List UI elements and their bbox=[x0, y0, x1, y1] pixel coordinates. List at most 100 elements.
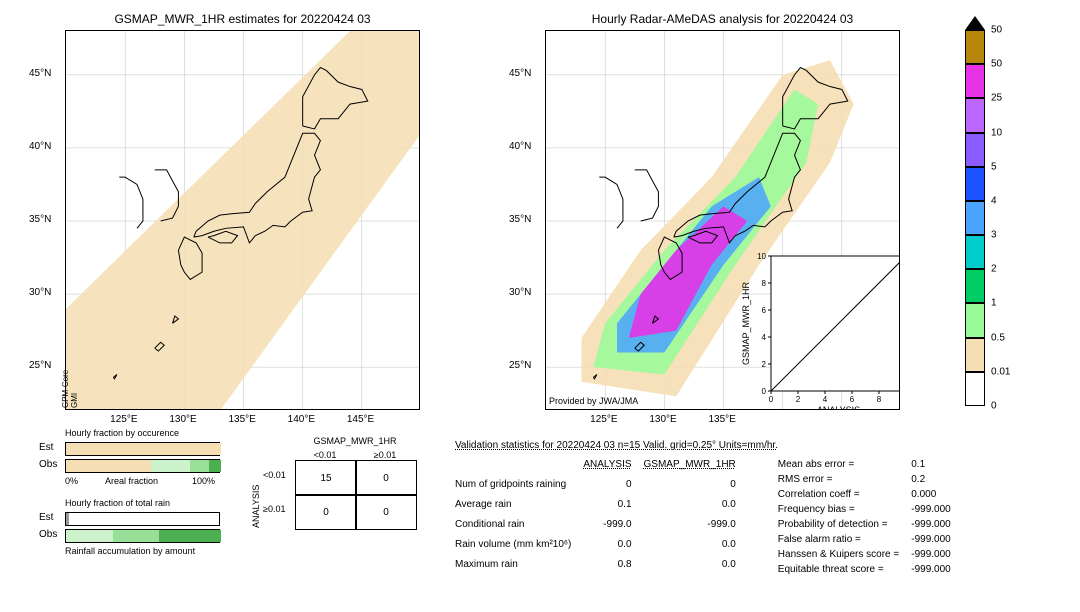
table-row: Num of gridpoints raining00 bbox=[455, 477, 748, 497]
metric-value: -999.000 bbox=[911, 547, 962, 562]
matrix-cell: 0 bbox=[355, 460, 417, 496]
svg-text:4: 4 bbox=[823, 395, 828, 404]
colorbar-label: 25 bbox=[991, 93, 1002, 104]
svg-text:2: 2 bbox=[796, 395, 801, 404]
lon-tick: 130°E bbox=[169, 414, 196, 425]
matrix-row-label: <0.01 bbox=[263, 470, 286, 480]
axis-left: 0% bbox=[65, 476, 78, 486]
metric-value: 0.2 bbox=[911, 472, 962, 487]
bar-row bbox=[65, 442, 220, 456]
lat-tick: 25°N bbox=[29, 360, 51, 371]
stat-value: -999.0 bbox=[583, 517, 643, 537]
table-row: Average rain0.10.0 bbox=[455, 497, 748, 517]
matrix-cell: 0 bbox=[355, 494, 417, 530]
colorbar-label: 50 bbox=[991, 59, 1002, 70]
colorbar-segment bbox=[965, 98, 985, 132]
colorbar-label: 1 bbox=[991, 298, 997, 309]
metric-label: False alarm ratio = bbox=[778, 532, 911, 547]
stat-value: 0 bbox=[583, 477, 643, 497]
metric-label: RMS error = bbox=[778, 472, 911, 487]
bar-label: Obs bbox=[39, 459, 57, 470]
colorbar-cap-icon bbox=[965, 16, 985, 30]
bar-label: Est bbox=[39, 442, 53, 453]
colorbar-label: 10 bbox=[991, 127, 1002, 138]
stats-col-header: GSMAP_MWR_1HR bbox=[644, 457, 748, 477]
stat-label: Num of gridpoints raining bbox=[455, 477, 583, 497]
table-row: Equitable threat score = -999.000 bbox=[778, 562, 963, 577]
lat-tick: 35°N bbox=[509, 214, 531, 225]
table-row: Mean abs error = 0.1 bbox=[778, 457, 963, 472]
metric-label: Probability of detection = bbox=[778, 517, 911, 532]
lat-tick: 30°N bbox=[29, 287, 51, 298]
matrix-row-label: ≥0.01 bbox=[263, 504, 285, 514]
lon-tick: 135°E bbox=[709, 414, 736, 425]
matrix-row-header: ANALYSIS bbox=[251, 485, 261, 528]
colorbar: 00.010.51234510255050 bbox=[965, 30, 985, 406]
svg-text:2: 2 bbox=[762, 360, 767, 369]
lat-tick: 40°N bbox=[509, 141, 531, 152]
colorbar-segment bbox=[965, 64, 985, 98]
svg-text:8: 8 bbox=[762, 279, 767, 288]
left-map-title: GSMAP_MWR_1HR estimates for 20220424 03 bbox=[65, 12, 420, 26]
left-map-panel bbox=[65, 30, 420, 410]
bar-segment bbox=[209, 460, 221, 472]
colorbar-segment bbox=[965, 269, 985, 303]
axis-mid: Areal fraction bbox=[105, 476, 158, 486]
svg-text:ANALYSIS: ANALYSIS bbox=[817, 405, 860, 410]
bar-segment bbox=[159, 530, 221, 542]
colorbar-segment bbox=[965, 201, 985, 235]
colorbar-label: 4 bbox=[991, 195, 997, 206]
colorbar-label: 0 bbox=[991, 401, 997, 412]
colorbar-label: 5 bbox=[991, 161, 997, 172]
bar-segment bbox=[66, 513, 69, 525]
metric-value: 0.1 bbox=[911, 457, 962, 472]
lat-tick: 25°N bbox=[509, 360, 531, 371]
stats-col-header: ANALYSIS bbox=[583, 457, 643, 477]
stats-table: ANALYSISGSMAP_MWR_1HRNum of gridpoints r… bbox=[455, 457, 748, 577]
stat-value: 0.0 bbox=[644, 497, 748, 517]
svg-text:6: 6 bbox=[850, 395, 855, 404]
axis-right: 100% bbox=[192, 476, 215, 486]
lon-tick: 135°E bbox=[229, 414, 256, 425]
table-row: Frequency bias = -999.000 bbox=[778, 502, 963, 517]
bars-title: Hourly fraction of total rain bbox=[65, 498, 170, 508]
lon-tick: 125°E bbox=[110, 414, 137, 425]
bar-segment bbox=[190, 460, 209, 472]
lat-tick: 35°N bbox=[29, 214, 51, 225]
matrix-col-label: ≥0.01 bbox=[355, 450, 415, 460]
lat-tick: 40°N bbox=[29, 141, 51, 152]
svg-text:4: 4 bbox=[762, 333, 767, 342]
colorbar-segment bbox=[965, 30, 985, 64]
matrix-col-header: GSMAP_MWR_1HR bbox=[295, 436, 415, 446]
svg-text:0: 0 bbox=[769, 395, 774, 404]
svg-text:6: 6 bbox=[762, 306, 767, 315]
svg-text:GSMAP_MWR_1HR: GSMAP_MWR_1HR bbox=[741, 281, 751, 365]
table-row: Hanssen & Kuipers score = -999.000 bbox=[778, 547, 963, 562]
stat-value: 0.8 bbox=[583, 557, 643, 577]
right-map-panel: 00224466881010ANALYSISGSMAP_MWR_1HR bbox=[545, 30, 900, 410]
lat-tick: 45°N bbox=[509, 68, 531, 79]
colorbar-label: 3 bbox=[991, 230, 997, 241]
bars-title: Hourly fraction by occurence bbox=[65, 428, 179, 438]
metric-value: -999.000 bbox=[911, 532, 962, 547]
table-row: Correlation coeff = 0.000 bbox=[778, 487, 963, 502]
validation-stats: Validation statistics for 20220424 03 n=… bbox=[455, 440, 963, 577]
stat-label: Rain volume (mm km²10⁶) bbox=[455, 537, 583, 557]
metric-value: -999.000 bbox=[911, 502, 962, 517]
colorbar-label: 0.5 bbox=[991, 332, 1005, 343]
metric-label: Correlation coeff = bbox=[778, 487, 911, 502]
colorbar-label: 0.01 bbox=[991, 366, 1010, 377]
bar-label: Est bbox=[39, 512, 53, 523]
bars-footer: Rainfall accumulation by amount bbox=[65, 546, 195, 556]
bar-row bbox=[65, 529, 220, 543]
metric-value: 0.000 bbox=[911, 487, 962, 502]
bar-label: Obs bbox=[39, 529, 57, 540]
stats-header: Validation statistics for 20220424 03 n=… bbox=[455, 440, 963, 451]
svg-text:0: 0 bbox=[762, 387, 767, 396]
table-row: Maximum rain0.80.0 bbox=[455, 557, 748, 577]
bar-segment bbox=[66, 530, 113, 542]
bar-segment bbox=[66, 460, 151, 472]
table-row: Rain volume (mm km²10⁶)0.00.0 bbox=[455, 537, 748, 557]
svg-text:8: 8 bbox=[877, 395, 882, 404]
bar-row bbox=[65, 512, 220, 526]
